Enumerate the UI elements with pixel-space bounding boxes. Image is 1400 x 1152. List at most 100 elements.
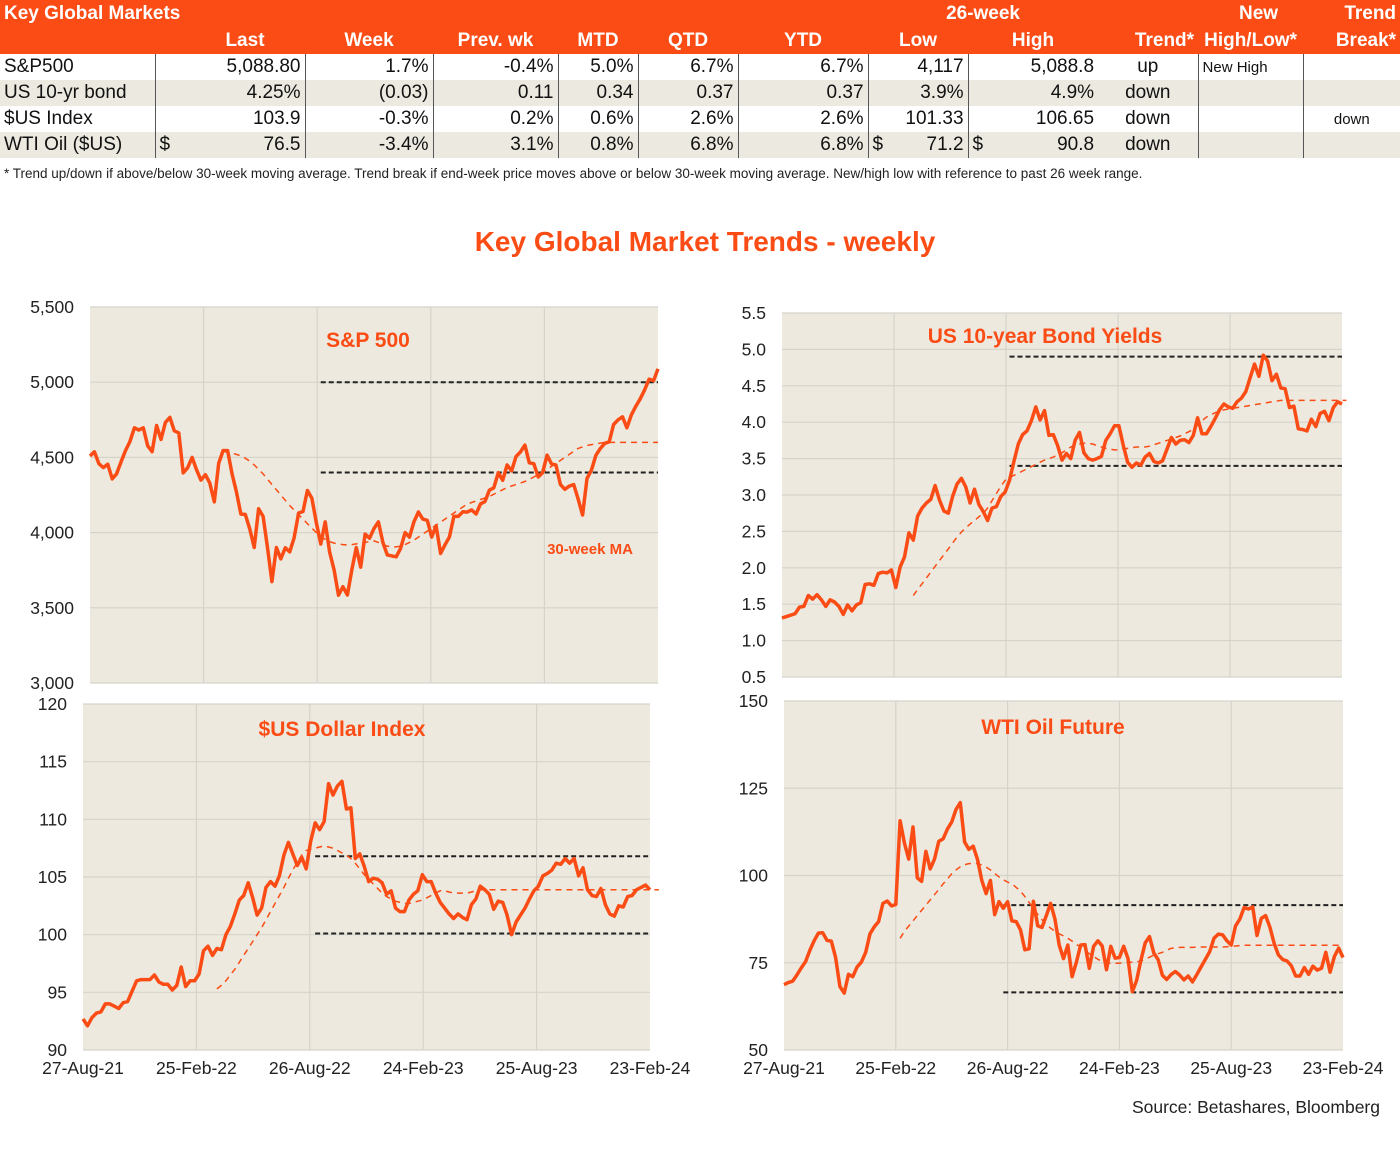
price-line — [88, 368, 660, 597]
col-last: Last — [185, 27, 305, 54]
group-header-26-week: 26-week — [868, 0, 1099, 27]
y-tick-label: 100 — [739, 866, 768, 886]
plot-area — [90, 307, 658, 683]
row-name: US 10-yr bond — [0, 80, 155, 106]
col-trend: Trend* — [1098, 27, 1199, 54]
ma-annotation: 30-week MA — [547, 541, 633, 558]
ytd-change: 2.6% — [737, 106, 869, 132]
currency-symbol — [154, 54, 185, 80]
high-26wk: 4.9% — [990, 80, 1099, 106]
new-high-low — [1197, 80, 1304, 106]
high-currency — [967, 54, 991, 80]
low-currency: $ — [867, 132, 891, 158]
low-26wk: 101.33 — [905, 108, 964, 129]
y-tick-label: 4,500 — [30, 447, 74, 467]
high-currency — [967, 106, 991, 132]
trend-value: down — [1125, 108, 1171, 129]
week-change: (0.03) — [304, 80, 433, 106]
high-currency: $ — [967, 132, 991, 158]
y-tick-label: 5.0 — [742, 339, 767, 359]
chart-wti-oil: 50 75 100 125 150 27-Aug-21 25-Feb-22 26-Aug-22… — [739, 691, 1384, 1078]
y-tick-label: 110 — [39, 809, 67, 829]
x-tick-label: 23-Feb-24 — [610, 1058, 691, 1078]
new-high-low — [1197, 106, 1304, 132]
low-26wk: 3.9% — [890, 80, 969, 106]
table-row: $US Index 103.9 -0.3% 0.2% 0.6% 2.6% 2.6% 101.3… — [0, 106, 1400, 132]
y-tick-label: 4.5 — [742, 376, 766, 396]
y-tick-label: 3,500 — [30, 598, 74, 618]
last-value: 103.9 — [252, 108, 301, 129]
y-tick-label: 5,000 — [30, 372, 74, 392]
prev-week-change: 0.11 — [432, 80, 558, 106]
qtd-change: 2.6% — [637, 106, 738, 132]
y-tick-label: 0.5 — [742, 667, 766, 687]
x-tick-label: 25-Feb-22 — [156, 1058, 237, 1078]
col-high: High — [968, 27, 1099, 54]
trend-break — [1302, 80, 1400, 106]
y-tick-label: 1.0 — [742, 631, 767, 651]
high-26wk: 90.8 — [990, 132, 1099, 158]
x-tick-label: 24-Feb-23 — [1079, 1058, 1160, 1078]
col-new-high-low: High/Low* — [1198, 27, 1304, 54]
mtd-change: 5.0% — [557, 54, 638, 80]
high-26wk: 5,088.8 — [1030, 56, 1095, 77]
last-value: 5,088.80 — [226, 56, 301, 77]
y-tick-label: 125 — [739, 778, 768, 798]
x-tick-label: 25-Feb-22 — [855, 1058, 936, 1078]
trend-value: up — [1137, 56, 1159, 77]
chart-sp500: 3,000 3,500 4,000 4,500 5,000 5,500 S&P 500 30-… — [30, 297, 660, 693]
header-new: New — [1198, 0, 1304, 27]
y-tick-label: 75 — [749, 953, 768, 973]
mtd-change: 0.34 — [557, 80, 638, 106]
col-week: Week — [305, 27, 433, 54]
col-prev-wk: Prev. wk — [433, 27, 558, 54]
moving-average-line — [216, 845, 659, 990]
trend-break — [1302, 132, 1400, 158]
low-currency — [867, 80, 891, 106]
x-tick-label: 25-Aug-23 — [1190, 1058, 1272, 1078]
mtd-change: 0.6% — [557, 106, 638, 132]
low-26wk: 71.2 — [890, 132, 969, 158]
prev-week-change: -0.4% — [432, 54, 558, 80]
trend-break — [1302, 54, 1400, 80]
mtd-change: 0.8% — [557, 132, 638, 158]
qtd-change: 6.7% — [637, 54, 738, 80]
last-value: 76.5 — [185, 132, 305, 158]
ytd-change: 6.8% — [737, 132, 869, 158]
markets-table: Key Global Markets 26-week New Trend Las… — [0, 0, 1400, 158]
table-footnote: * Trend up/down if above/below 30-week m… — [4, 166, 1143, 181]
high-26wk: 106.65 — [1035, 108, 1095, 129]
col-trend-break: Break* — [1303, 27, 1400, 54]
low-26wk: 4,117 — [917, 56, 964, 77]
row-name: $US Index — [4, 108, 93, 129]
y-tick-label: 3.0 — [742, 485, 767, 505]
chart-us10y: 0.5 1.0 1.5 2.0 2.5 3.0 3.5 4.0 4.5 5.0 5.5 US 10-y… — [742, 303, 1347, 687]
price-line — [781, 353, 1343, 620]
y-tick-label: 90 — [48, 1040, 68, 1060]
x-tick-label: 25-Aug-23 — [496, 1058, 578, 1078]
y-tick-label: 5.5 — [742, 303, 766, 323]
prev-week-change: 0.2% — [432, 106, 558, 132]
y-tick-label: 2.0 — [742, 558, 767, 578]
y-tick-label: 5,500 — [30, 297, 74, 317]
y-tick-label: 105 — [38, 867, 67, 887]
table-title: Key Global Markets — [0, 0, 185, 27]
y-tick-label: 1.5 — [742, 594, 766, 614]
qtd-change: 6.8% — [637, 132, 738, 158]
y-tick-label: 150 — [739, 691, 768, 711]
y-tick-label: 3,000 — [30, 673, 74, 693]
row-name: S&P500 — [4, 56, 74, 77]
currency-symbol — [154, 106, 185, 132]
col-qtd: QTD — [638, 27, 738, 54]
chart-title: WTI Oil Future — [981, 716, 1124, 739]
table-row: US 10-yr bond 4.25% (0.03) 0.11 0.34 0.37 0.37… — [0, 80, 1400, 106]
high-currency — [967, 80, 991, 106]
chart-title: S&P 500 — [326, 329, 410, 352]
ytd-change: 0.37 — [737, 80, 869, 106]
ytd-change: 6.7% — [737, 54, 869, 80]
new-high-low: New High — [1197, 54, 1304, 80]
chart-title: US 10-year Bond Yields — [928, 325, 1163, 348]
moving-average-line — [912, 399, 1347, 596]
y-tick-label: 115 — [39, 752, 67, 772]
col-low: Low — [868, 27, 969, 54]
